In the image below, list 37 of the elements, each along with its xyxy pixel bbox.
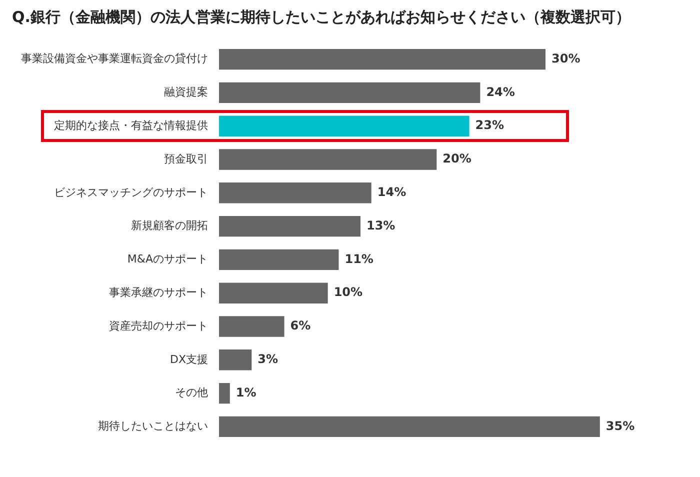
chart-title: Q.銀行（金融機関）の法人営業に期待したいことがあればお知らせください（複数選択可） (12, 8, 632, 27)
bar (219, 182, 372, 204)
y-tick-label: 新規顧客の開拓 (131, 219, 208, 232)
bar (219, 382, 230, 404)
bar (219, 216, 360, 237)
data-label: 6% (290, 318, 311, 333)
y-tick-label: その他 (175, 386, 208, 400)
data-label: 30% (551, 51, 580, 66)
data-label: 24% (486, 84, 515, 99)
y-tick-label: 期待したいことはない (98, 420, 208, 433)
y-tick-label: 事業承継のサポート (109, 286, 208, 299)
data-label: 20% (442, 152, 472, 166)
bar (219, 350, 252, 370)
y-tick-label: M&Aのサポート (127, 252, 208, 266)
data-label: 14% (377, 185, 406, 200)
data-label: 11% (344, 252, 374, 266)
bar (219, 149, 437, 170)
y-tick-label: 定期的な接点・有益な情報提供 (54, 118, 208, 132)
bar (219, 282, 328, 304)
y-tick-label: DX支援 (170, 352, 208, 366)
data-label: 1% (236, 385, 256, 400)
y-tick-label: 預金取引 (164, 152, 208, 166)
y-tick-label: ビジネスマッチングのサポート (54, 186, 208, 199)
bar (219, 416, 600, 438)
data-label: 3% (258, 352, 278, 366)
data-label: 35% (606, 418, 635, 433)
y-tick-label: 資産売却のサポート (109, 319, 208, 332)
bar (219, 249, 339, 270)
bar (219, 48, 546, 70)
data-label: 23% (475, 118, 504, 132)
data-label: 13% (366, 218, 396, 232)
data-label: 10% (334, 285, 363, 300)
bar (219, 116, 470, 136)
y-tick-label: 融資提案 (164, 86, 208, 99)
bar (219, 316, 284, 337)
y-tick-label: 事業設備資金や事業運転資金の貸付け (21, 52, 208, 66)
bar (219, 82, 480, 104)
